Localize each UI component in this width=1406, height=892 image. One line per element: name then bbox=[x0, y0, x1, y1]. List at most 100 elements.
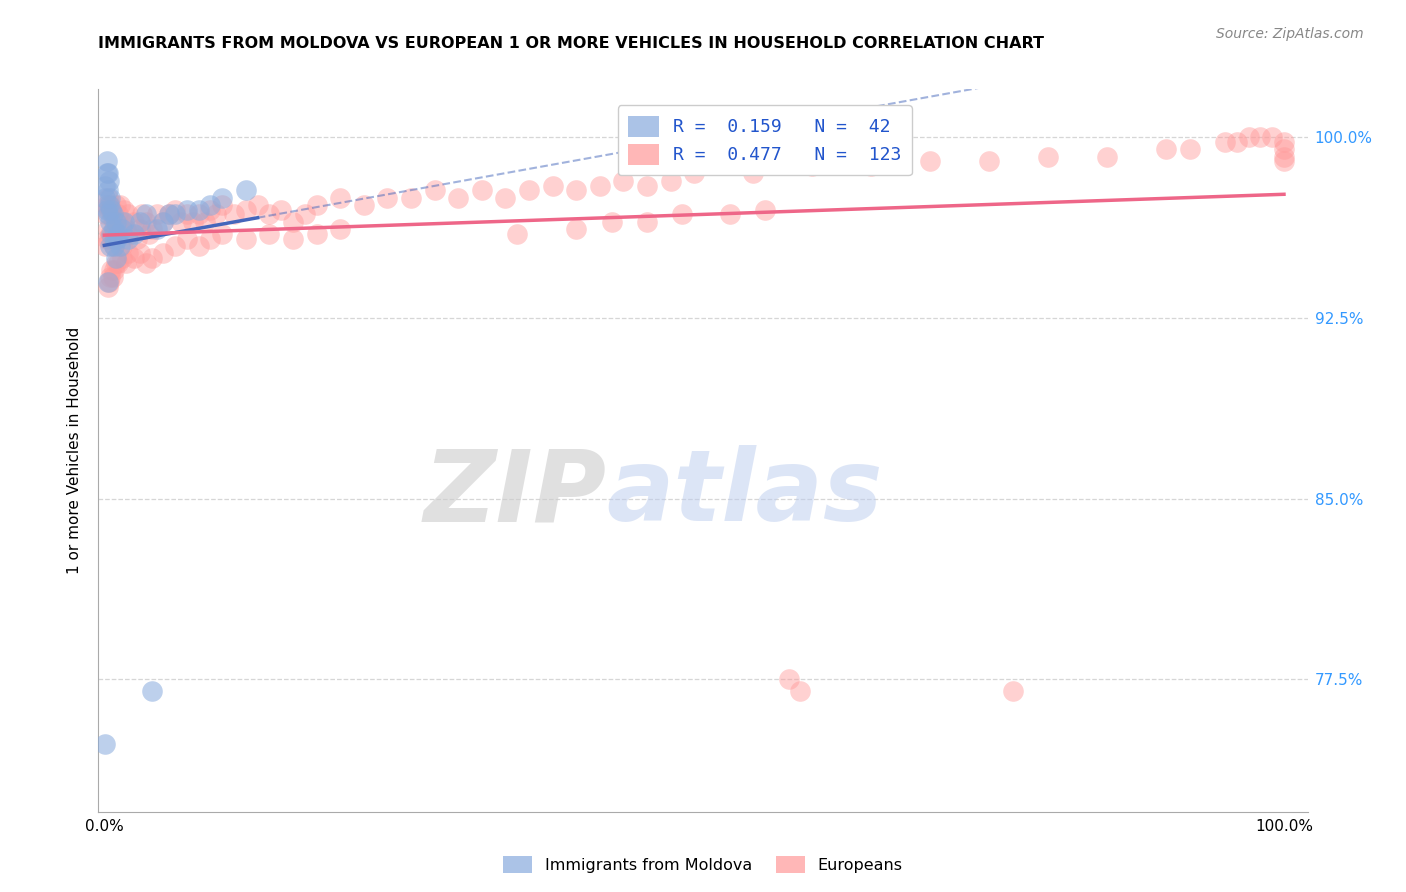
Point bbox=[105, 231, 128, 245]
Point bbox=[128, 222, 150, 236]
Point bbox=[101, 227, 124, 241]
Point bbox=[105, 255, 128, 269]
Point bbox=[131, 207, 153, 221]
Point bbox=[127, 231, 149, 245]
Point bbox=[141, 251, 163, 265]
Point bbox=[235, 231, 257, 245]
Point bbox=[98, 270, 121, 285]
Point bbox=[104, 227, 127, 241]
Point bbox=[97, 191, 120, 205]
Point bbox=[107, 255, 129, 269]
Point bbox=[101, 207, 124, 221]
Point bbox=[100, 227, 122, 241]
Point bbox=[100, 263, 122, 277]
Point bbox=[1095, 150, 1118, 164]
Point bbox=[506, 227, 529, 241]
Point bbox=[517, 183, 540, 197]
Point bbox=[920, 154, 942, 169]
Point bbox=[146, 222, 169, 236]
Point bbox=[194, 215, 217, 229]
Point bbox=[860, 159, 883, 173]
Point bbox=[200, 198, 222, 212]
Text: Source: ZipAtlas.com: Source: ZipAtlas.com bbox=[1216, 27, 1364, 41]
Point bbox=[211, 198, 233, 212]
Point bbox=[152, 246, 174, 260]
Point bbox=[165, 202, 187, 217]
Point bbox=[281, 231, 304, 245]
Point bbox=[157, 207, 180, 221]
Point bbox=[122, 227, 145, 241]
Point bbox=[103, 222, 125, 236]
Point bbox=[108, 198, 131, 212]
Point bbox=[122, 251, 145, 265]
Point bbox=[117, 246, 139, 260]
Point bbox=[111, 222, 134, 236]
Point bbox=[157, 207, 180, 221]
Point bbox=[1178, 143, 1201, 157]
Point bbox=[98, 202, 121, 217]
Point bbox=[399, 191, 422, 205]
Point bbox=[200, 202, 222, 217]
Legend: Immigrants from Moldova, Europeans: Immigrants from Moldova, Europeans bbox=[496, 849, 910, 880]
Point bbox=[200, 231, 222, 245]
Point bbox=[138, 227, 160, 241]
Point bbox=[97, 275, 120, 289]
Point bbox=[471, 183, 494, 197]
Point bbox=[187, 202, 209, 217]
Point bbox=[103, 239, 125, 253]
Point bbox=[494, 191, 516, 205]
Point bbox=[659, 174, 682, 188]
Point bbox=[94, 239, 117, 253]
Text: atlas: atlas bbox=[606, 445, 883, 542]
Point bbox=[181, 215, 204, 229]
Point bbox=[600, 215, 623, 229]
Point bbox=[281, 215, 304, 229]
Point bbox=[270, 202, 292, 217]
Point bbox=[1226, 135, 1249, 149]
Point bbox=[235, 202, 257, 217]
Point bbox=[105, 251, 128, 265]
Point bbox=[187, 239, 209, 253]
Point bbox=[636, 215, 658, 229]
Point bbox=[98, 231, 121, 245]
Point bbox=[97, 222, 120, 236]
Point bbox=[96, 167, 118, 181]
Point bbox=[111, 239, 134, 253]
Point bbox=[612, 174, 634, 188]
Point bbox=[1154, 143, 1177, 157]
Point bbox=[94, 207, 117, 221]
Point bbox=[98, 198, 121, 212]
Point bbox=[1001, 684, 1024, 698]
Point bbox=[97, 167, 120, 181]
Point bbox=[152, 215, 174, 229]
Point bbox=[353, 198, 375, 212]
Point bbox=[176, 207, 198, 221]
Point bbox=[447, 191, 470, 205]
Point bbox=[259, 207, 281, 221]
Point bbox=[104, 231, 127, 245]
Point bbox=[114, 255, 136, 269]
Point bbox=[1272, 135, 1295, 149]
Point bbox=[305, 198, 328, 212]
Point bbox=[94, 191, 117, 205]
Point bbox=[94, 178, 117, 193]
Point bbox=[105, 198, 128, 212]
Y-axis label: 1 or more Vehicles in Household: 1 or more Vehicles in Household bbox=[66, 326, 82, 574]
Point bbox=[105, 215, 128, 229]
Point bbox=[128, 246, 150, 260]
Point bbox=[103, 239, 125, 253]
Text: ZIP: ZIP bbox=[423, 445, 606, 542]
Point bbox=[105, 231, 128, 245]
Point bbox=[117, 231, 139, 245]
Point bbox=[565, 222, 588, 236]
Point bbox=[141, 222, 163, 236]
Point bbox=[1272, 150, 1295, 164]
Point bbox=[1261, 130, 1284, 145]
Point bbox=[801, 159, 824, 173]
Point bbox=[111, 251, 134, 265]
Point bbox=[165, 207, 187, 221]
Point bbox=[1272, 143, 1295, 157]
Point bbox=[565, 183, 588, 197]
Point bbox=[377, 191, 399, 205]
Point bbox=[135, 207, 157, 221]
